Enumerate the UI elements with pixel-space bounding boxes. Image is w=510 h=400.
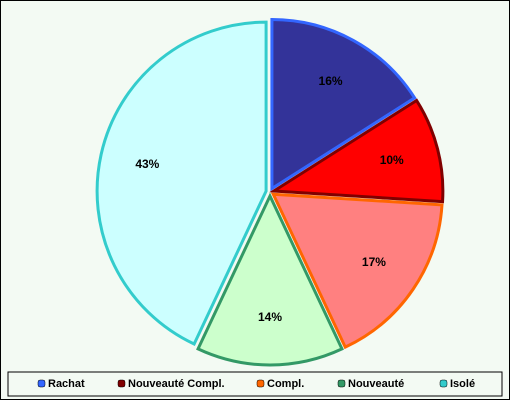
- legend-swatch: [337, 379, 346, 388]
- data-label: 43%: [135, 157, 159, 171]
- pie-slice: [270, 192, 444, 350]
- data-label: 16%: [319, 74, 343, 88]
- legend-swatch: [117, 379, 126, 388]
- legend-swatch: [37, 379, 46, 388]
- data-label: 17%: [362, 255, 386, 269]
- legend-label: Nouveauté Compl.: [128, 378, 225, 390]
- pie-slice: [270, 17, 417, 192]
- legend-label: Rachat: [48, 378, 85, 390]
- legend-swatch: [256, 379, 265, 388]
- pie-slice: [196, 192, 344, 367]
- pie-slice: [95, 20, 268, 347]
- pie-slice: [269, 98, 445, 204]
- legend-swatch: [439, 379, 448, 388]
- legend-label: Compl.: [267, 378, 304, 390]
- data-label: 10%: [380, 153, 404, 167]
- data-label: 14%: [258, 310, 282, 324]
- legend-box: [7, 371, 503, 397]
- legend-label: Isolé: [450, 378, 475, 390]
- legend-label: Nouveauté: [348, 378, 404, 390]
